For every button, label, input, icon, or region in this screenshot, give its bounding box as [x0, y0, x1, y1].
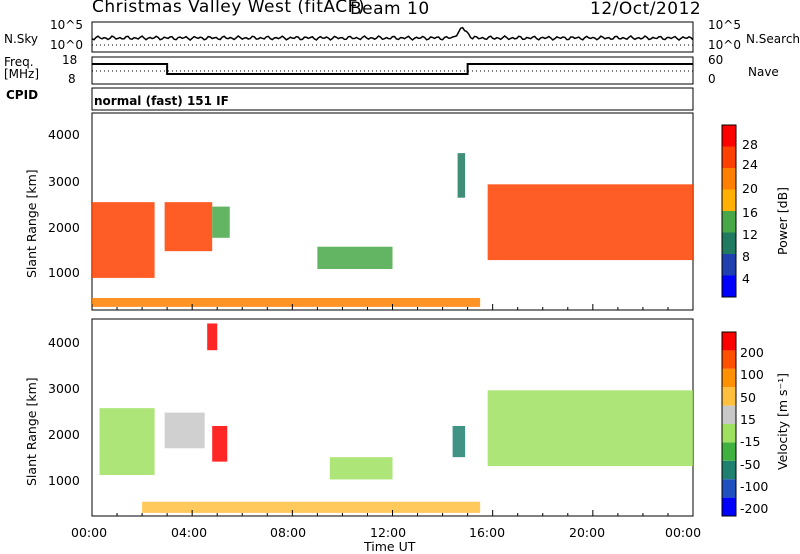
velocity-colorbar-swatch	[722, 405, 736, 424]
power-region-4	[92, 297, 481, 307]
xtick-2400: 00:00	[665, 525, 702, 540]
velocity-region-3	[329, 457, 393, 480]
power-region-0	[92, 202, 155, 278]
vel-cbar-tick-50: 50	[740, 390, 756, 405]
velocity-colorbar-swatch	[722, 332, 736, 351]
xtick-1200: 12:00	[370, 525, 407, 540]
velocity-ytick-2000: 2000	[48, 427, 80, 442]
velocity-colorbar-swatch	[722, 479, 736, 498]
velocity-ytick-4000: 4000	[48, 335, 80, 350]
vel-cbar-tick-100: 100	[740, 367, 764, 382]
velocity-region-0	[99, 408, 155, 475]
power-colorbar-swatch	[722, 125, 736, 147]
power-cbar-tick-8: 8	[742, 249, 750, 264]
xtick-2000: 20:00	[569, 525, 606, 540]
beam-label: Beam 10	[350, 0, 430, 19]
power-cbar-tick-12: 12	[742, 227, 758, 242]
nsearch-label: N.Search	[746, 32, 800, 46]
velocity-colorbar-swatch	[722, 424, 736, 443]
nsky-label: N.Sky	[4, 32, 39, 46]
power-region-1	[164, 202, 213, 252]
vel-cbar-tick-m200: -200	[740, 501, 769, 516]
nave-tick-bottom: 0	[708, 72, 716, 86]
cpid-label: CPID	[6, 88, 39, 102]
velocity-colorbar-swatch	[722, 460, 736, 480]
freq-unit-label: [MHz]	[4, 67, 40, 81]
velocity-colorbar-frame	[721, 331, 737, 517]
freq-label: Freq.	[4, 55, 34, 69]
power-colorbar-swatch	[722, 232, 736, 254]
power-cbar-tick-4: 4	[742, 271, 750, 286]
xtick-0400: 04:00	[171, 525, 208, 540]
velocity-ytick-3000: 3000	[48, 381, 80, 396]
vel-cbar-tick-m100: -100	[740, 479, 769, 494]
power-region-5	[487, 184, 693, 261]
velocity-region-5	[487, 390, 693, 467]
nsky-tick-top: 10^5	[50, 18, 83, 32]
velocity-region-2	[212, 425, 228, 462]
power-colorbar-frame	[721, 124, 737, 298]
power-ytick-2000: 2000	[48, 220, 80, 235]
velocity-colorbar-swatch	[722, 497, 736, 516]
velocity-ytick-1000: 1000	[48, 473, 80, 488]
vel-cbar-tick-m50: -50	[740, 457, 761, 472]
power-colorbar-swatch	[722, 275, 736, 297]
velocity-region-4	[142, 501, 481, 513]
cpid-text: normal (fast) 151 IF	[94, 94, 229, 108]
power-colorbar-swatch	[722, 254, 736, 276]
nave-label: Nave	[748, 65, 779, 79]
vel-cbar-tick-200: 200	[740, 345, 764, 360]
power-colorbar-swatch	[722, 189, 736, 211]
nsearch-tick-bottom: 10^0	[708, 38, 741, 52]
station-title: Christmas Valley West (fitACF)	[92, 0, 366, 17]
power-ytick-3000: 3000	[48, 174, 80, 189]
xtick-1600: 16:00	[469, 525, 506, 540]
vel-cbar-tick-15: 15	[740, 412, 756, 427]
power-region-6	[457, 153, 466, 198]
freq-trace	[92, 63, 693, 75]
nsearch-tick-top: 10^5	[708, 18, 741, 32]
nsky-trace	[91, 26, 694, 41]
power-region-3	[317, 246, 393, 269]
velocity-region-6	[452, 425, 466, 458]
power-colorbar-swatch	[722, 146, 736, 168]
velocity-colorbar-swatch	[722, 442, 736, 461]
power-ytick-4000: 4000	[48, 127, 80, 142]
power-colorbar-swatch	[722, 211, 736, 233]
power-cbar-tick-24: 24	[742, 157, 758, 172]
date-label: 12/Oct/2012	[590, 0, 702, 19]
power-region-2	[212, 206, 230, 238]
power-cbar-tick-16: 16	[742, 205, 758, 220]
velocity-colorbar-swatch	[722, 387, 736, 406]
power-cbar-tick-20: 20	[742, 181, 758, 196]
velocity-region-7	[207, 323, 218, 351]
nsky-tick-bottom: 10^0	[50, 38, 83, 52]
xaxis-label: Time UT	[364, 539, 416, 554]
freq-tick-top: 18	[62, 53, 78, 67]
velocity-colorbar-swatch	[722, 350, 736, 369]
power-colorbar-swatch	[722, 168, 736, 190]
xtick-0800: 08:00	[270, 525, 307, 540]
vel-cbar-tick-m15: -15	[740, 434, 761, 449]
velocity-colorbar-swatch	[722, 368, 736, 388]
freq-tick-bottom: 8	[68, 72, 76, 86]
power-cbar-tick-28: 28	[742, 137, 758, 152]
cpid-panel	[91, 87, 694, 111]
velocity-region-1	[164, 412, 205, 449]
nave-tick-top: 60	[708, 53, 724, 67]
power-ytick-1000: 1000	[48, 265, 80, 280]
nsky-panel	[91, 21, 694, 53]
xtick-0000: 00:00	[71, 525, 108, 540]
